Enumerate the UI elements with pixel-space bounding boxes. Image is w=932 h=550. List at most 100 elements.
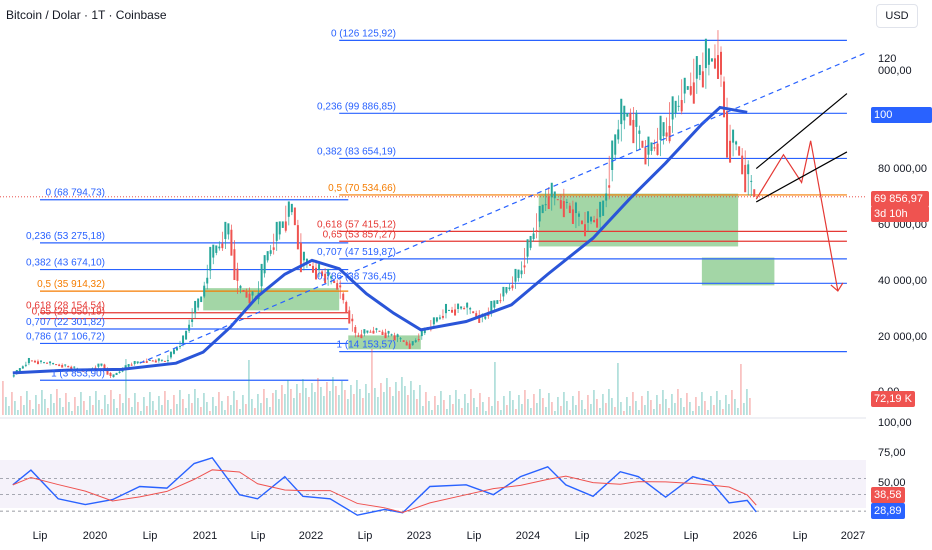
volume-bar bbox=[344, 390, 346, 415]
candle-body bbox=[753, 189, 756, 197]
volume-bar bbox=[380, 383, 382, 415]
volume-bar bbox=[716, 391, 718, 415]
candle-body bbox=[547, 196, 550, 210]
volume-bar bbox=[554, 411, 556, 415]
volume-bar bbox=[743, 403, 745, 415]
candle-body bbox=[43, 362, 46, 364]
candle-body bbox=[191, 319, 194, 322]
candle-body bbox=[55, 364, 58, 366]
candle-body bbox=[197, 298, 200, 308]
volume-bar bbox=[605, 403, 607, 415]
volume-bar bbox=[347, 399, 349, 415]
volume-bar bbox=[416, 399, 418, 415]
candle-body bbox=[593, 220, 596, 223]
volume-bar bbox=[488, 397, 490, 415]
candle-body bbox=[40, 360, 42, 362]
volume-bar bbox=[89, 396, 91, 415]
time-tick: 2022 bbox=[298, 530, 324, 542]
volume-bar bbox=[62, 407, 64, 415]
candle-body bbox=[336, 283, 339, 290]
volume-bar bbox=[20, 396, 22, 415]
volume-bar bbox=[551, 402, 553, 415]
volume-bar bbox=[578, 391, 580, 415]
candle-body bbox=[73, 366, 76, 368]
volume-bar bbox=[74, 397, 76, 415]
volume-bar bbox=[326, 382, 328, 415]
candle-body bbox=[160, 359, 163, 361]
volume-bar bbox=[413, 390, 415, 415]
volume-bar bbox=[368, 393, 370, 415]
volume-bar bbox=[59, 398, 61, 415]
volume-bar bbox=[485, 411, 487, 415]
volume-bar bbox=[698, 406, 700, 415]
candle-body bbox=[227, 223, 230, 235]
candle-body bbox=[626, 113, 629, 117]
channel-lower bbox=[755, 151, 848, 203]
volume-bar bbox=[329, 391, 331, 415]
volume-bar bbox=[140, 411, 142, 415]
volume-bar bbox=[146, 406, 148, 415]
volume-bar bbox=[143, 397, 145, 415]
volume-bar bbox=[68, 402, 70, 415]
candle-body bbox=[584, 224, 586, 237]
time-tick: 2026 bbox=[732, 530, 758, 542]
candle-body bbox=[302, 251, 305, 261]
rsi-layer bbox=[0, 456, 866, 516]
time-tick: Lip bbox=[792, 530, 808, 542]
currency-button[interactable]: USD bbox=[876, 4, 918, 28]
candle-body bbox=[233, 249, 236, 281]
candle-body bbox=[417, 339, 420, 341]
projection-arrow bbox=[830, 282, 844, 292]
volume-bar bbox=[56, 389, 58, 415]
volume-bar bbox=[710, 396, 712, 415]
candle-body bbox=[130, 364, 133, 366]
candle-body bbox=[653, 147, 656, 149]
candle-body bbox=[747, 164, 750, 175]
candle-body bbox=[399, 338, 402, 340]
volume-bar bbox=[704, 401, 706, 415]
volume-bar bbox=[296, 384, 298, 415]
volume-bar bbox=[305, 388, 307, 415]
volume-bar bbox=[218, 392, 220, 415]
candle-body bbox=[720, 51, 722, 75]
candle-body bbox=[103, 364, 106, 370]
volume-bar bbox=[272, 393, 274, 415]
volume-badge: 72,19 K bbox=[871, 391, 915, 407]
candle-body bbox=[677, 105, 680, 107]
volume-bar bbox=[632, 392, 634, 415]
volume-bar bbox=[254, 408, 256, 415]
volume-bar bbox=[302, 379, 304, 415]
volume-bar bbox=[365, 384, 367, 415]
volume-bar bbox=[671, 394, 673, 415]
volume-bar bbox=[491, 406, 493, 415]
fib-label: 1 (3 853,90) bbox=[51, 368, 105, 379]
volume-bar bbox=[275, 390, 277, 415]
volume-bar bbox=[656, 395, 658, 415]
candle-body bbox=[357, 335, 360, 337]
candle-body bbox=[689, 86, 692, 95]
candle-body bbox=[266, 251, 269, 261]
candle-body bbox=[704, 38, 707, 69]
volume-bar bbox=[467, 403, 469, 415]
volume-bar bbox=[188, 394, 190, 415]
candle-body bbox=[441, 315, 444, 318]
time-tick: Lip bbox=[574, 530, 590, 542]
volume-bar bbox=[440, 391, 442, 415]
rsi-value-badge: 28,89 bbox=[871, 503, 905, 519]
candle-body bbox=[484, 316, 487, 319]
support-zone bbox=[538, 193, 739, 247]
candle-body bbox=[541, 204, 544, 214]
volume-bar bbox=[401, 377, 403, 415]
fib-label: 0,65 (53 857,27) bbox=[323, 229, 396, 240]
volume-bar bbox=[404, 386, 406, 415]
volume-bar bbox=[410, 381, 412, 415]
candle-body bbox=[614, 134, 617, 155]
candle-body bbox=[100, 363, 103, 366]
volume-bar bbox=[80, 392, 82, 415]
volume-bar bbox=[668, 408, 670, 415]
candle-body bbox=[550, 182, 553, 198]
channel-upper bbox=[755, 93, 848, 170]
volume-bar bbox=[41, 390, 43, 415]
volume-bar bbox=[641, 396, 643, 415]
candle-body bbox=[538, 205, 541, 222]
